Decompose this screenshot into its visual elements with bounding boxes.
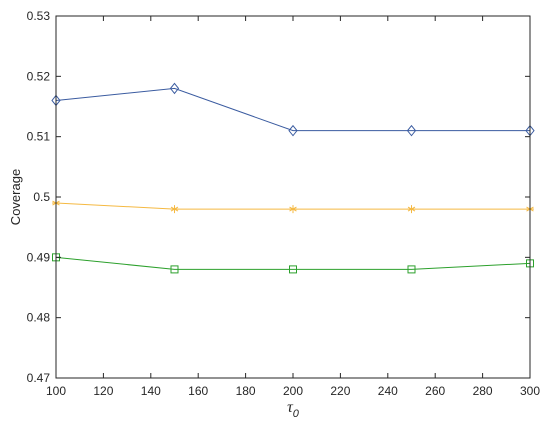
ticks-layer: 100 120 140 160 180 200 220 240 260 280 300 0.47 0.4…: [27, 9, 541, 398]
y-axis-label: Coverage: [8, 169, 23, 225]
data-point-square: [407, 265, 416, 274]
data-point-square: [170, 265, 179, 274]
x-tick-label: 260: [425, 384, 445, 398]
x-tick-label: 160: [188, 384, 208, 398]
data-point-asterisk: [289, 205, 297, 214]
x-tick-label: 220: [330, 384, 350, 398]
data-point-diamond: [406, 124, 417, 137]
data-point-diamond: [169, 82, 180, 95]
x-tick-label: 120: [93, 384, 113, 398]
data-point-square: [289, 265, 297, 274]
x-tick-label: 200: [283, 384, 303, 398]
x-tick-label: 100: [46, 384, 66, 398]
x-tick-label: 280: [473, 384, 493, 398]
series-line: [55, 256, 531, 270]
x-tick-label: 180: [236, 384, 256, 398]
y-tick-label: 0.52: [27, 69, 51, 83]
data-point-diamond: [288, 124, 298, 137]
x-axis-label-subscript: 0: [293, 408, 300, 420]
x-axis-label-symbol: τ: [287, 399, 294, 416]
plot-area: [56, 16, 530, 378]
series-layer: [51, 82, 535, 274]
y-tick-label: 0.51: [27, 130, 51, 144]
y-tick-label: 0.48: [27, 311, 51, 325]
x-tick-label: 300: [520, 384, 540, 398]
series-line: [55, 87, 530, 132]
y-tick-label: 0.49: [27, 250, 51, 264]
x-tick-label: 140: [141, 384, 161, 398]
y-tick-label: 0.5: [33, 190, 50, 204]
y-tick-label: 0.47: [27, 371, 51, 385]
x-axis-label: τ0: [287, 399, 300, 420]
data-point-asterisk: [407, 205, 416, 214]
x-tick-label: 240: [378, 384, 398, 398]
y-tick-label: 0.53: [27, 9, 51, 23]
data-point-asterisk: [170, 205, 179, 214]
